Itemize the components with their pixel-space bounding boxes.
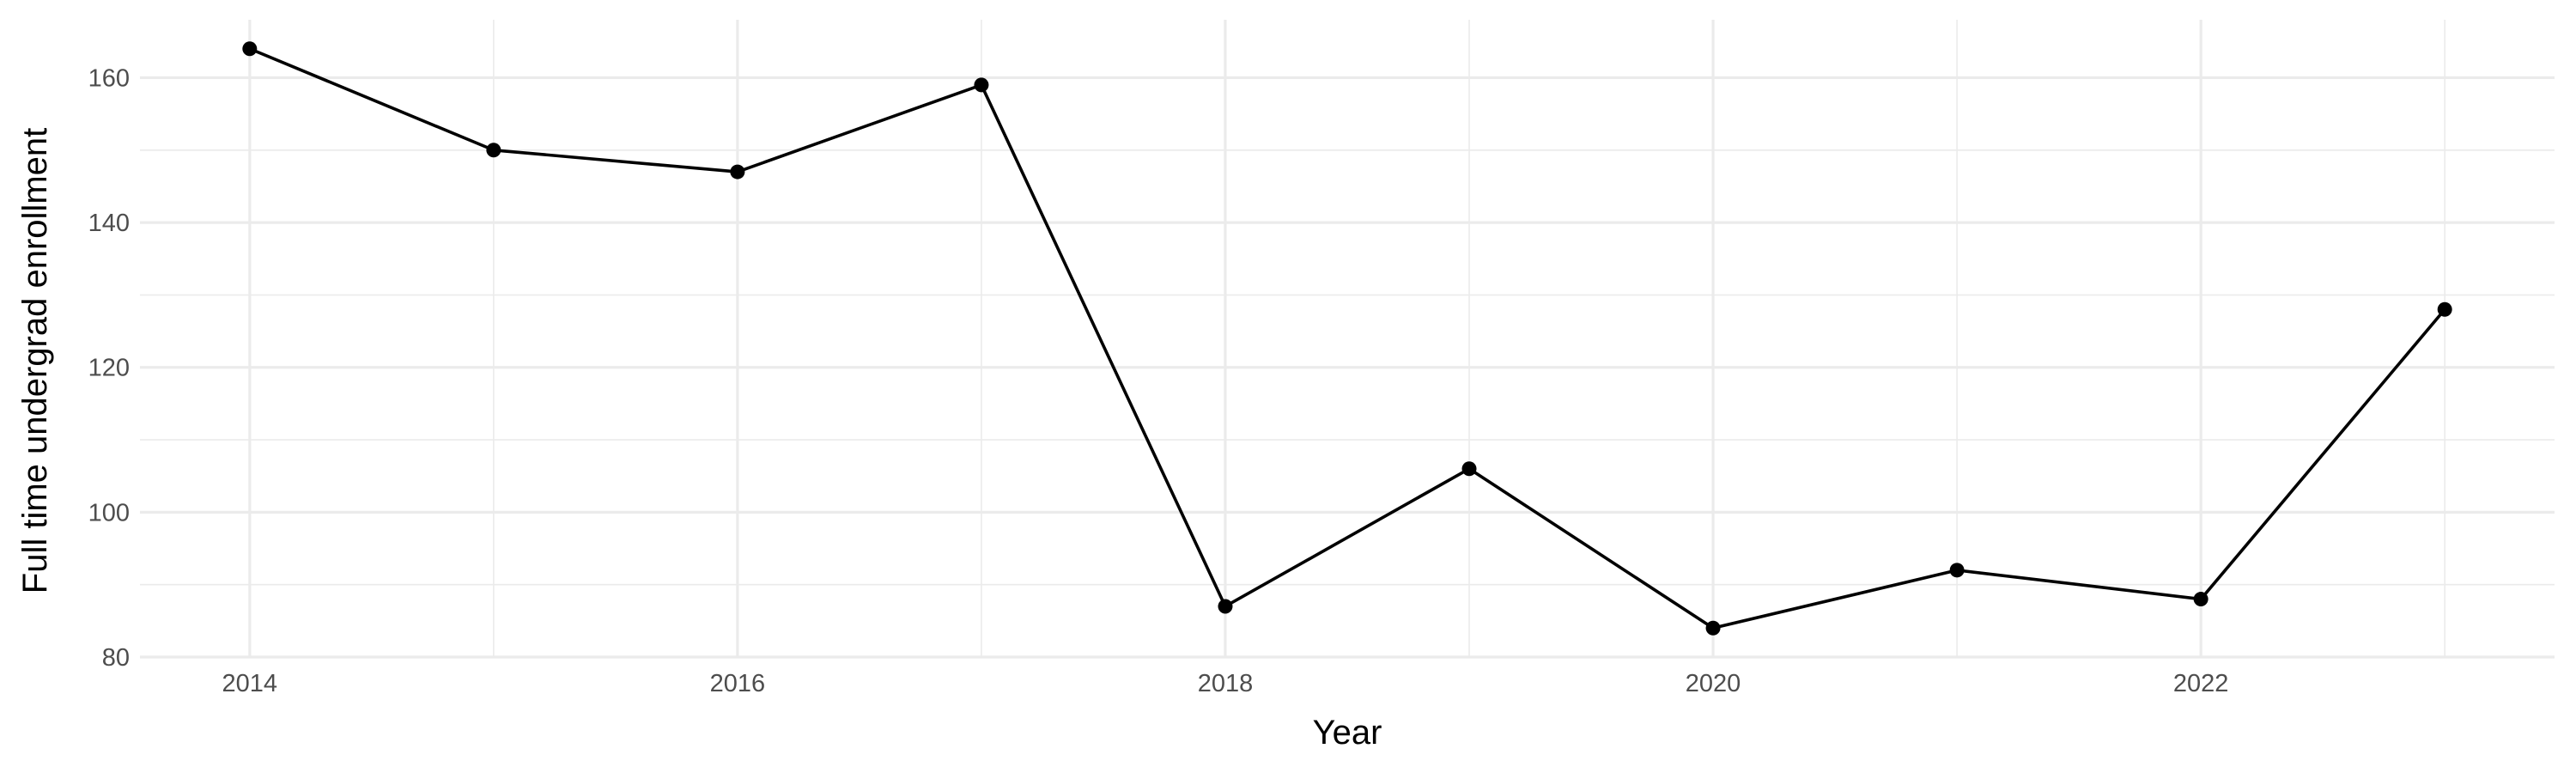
data-point [1218, 599, 1233, 614]
x-tick-label: 2016 [710, 670, 766, 697]
y-tick-label: 140 [88, 210, 130, 237]
series-line-path [249, 47, 2446, 630]
y-axis-title: Full time undergrad enrollment [16, 128, 54, 593]
y-axis-ticks: 80 100 120 140 160 [88, 64, 130, 672]
x-tick-label: 2014 [222, 670, 278, 697]
y-tick-label: 160 [88, 64, 130, 92]
data-point [2193, 592, 2208, 607]
series-line [249, 47, 2446, 630]
data-point [1705, 620, 1721, 636]
data-point [974, 77, 989, 93]
y-tick-label: 100 [88, 499, 130, 526]
data-point [1949, 563, 1965, 578]
y-tick-label: 80 [102, 644, 130, 672]
data-points [242, 41, 2452, 636]
x-axis-ticks: 2014 2016 2018 2020 2022 [222, 670, 2229, 697]
x-tick-label: 2018 [1198, 670, 1254, 697]
x-tick-label: 2020 [1686, 670, 1741, 697]
data-point [242, 41, 258, 57]
x-axis-title: Year [1313, 714, 1382, 752]
data-point [1461, 461, 1477, 477]
x-tick-label: 2022 [2173, 670, 2229, 697]
data-point [2437, 301, 2452, 317]
grid [140, 20, 2555, 659]
y-tick-label: 120 [88, 355, 130, 382]
data-point [486, 143, 501, 158]
data-point [730, 164, 745, 180]
